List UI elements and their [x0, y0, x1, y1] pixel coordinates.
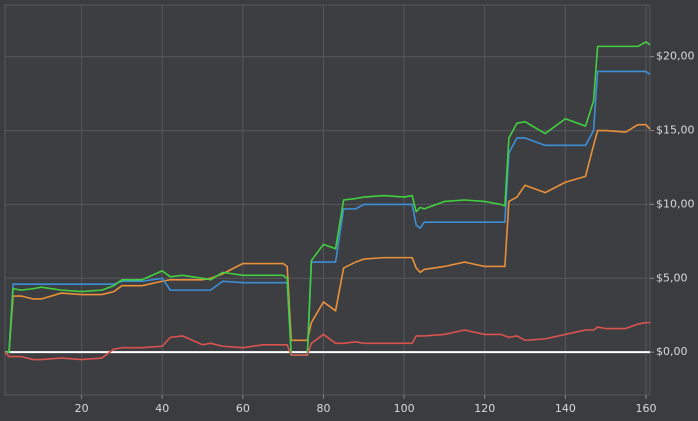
series-line — [5, 123, 651, 353]
x-tick-label: 120 — [474, 402, 495, 415]
x-tick-label: 160 — [635, 402, 656, 415]
x-tick-label: 20 — [75, 402, 89, 415]
series-line — [5, 70, 651, 356]
y-tick-label: $10,00 — [656, 197, 695, 210]
plot-area — [4, 4, 651, 396]
y-tick-label: $15,00 — [656, 124, 695, 137]
y-tick-label: $20,00 — [656, 50, 695, 63]
y-tick-label: $0,00 — [656, 345, 688, 358]
x-tick-label: 140 — [555, 402, 576, 415]
x-tick-label: 80 — [316, 402, 330, 415]
x-tick-label: 60 — [236, 402, 250, 415]
y-tick-label: $5,00 — [656, 271, 688, 284]
x-tick-label: 40 — [155, 402, 169, 415]
x-tick-label: 100 — [394, 402, 415, 415]
series-line — [5, 41, 651, 356]
series-line — [4, 321, 650, 361]
